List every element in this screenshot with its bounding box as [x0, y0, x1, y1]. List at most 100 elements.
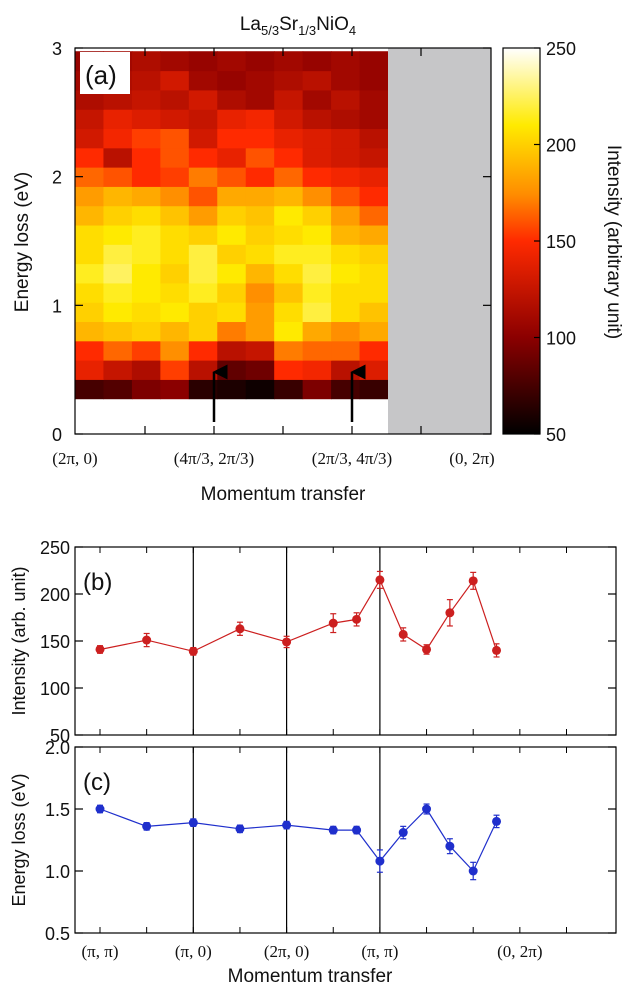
heatmap-xtick-1: (4π/3, 2π/3): [174, 449, 254, 468]
heatmap-cell: [217, 224, 247, 245]
heatmap-cell: [302, 205, 332, 226]
heatmap-cell: [274, 205, 304, 226]
heatmap-cell: [274, 244, 304, 265]
no-data-region: [388, 48, 491, 434]
data-point: [468, 576, 478, 586]
heatmap-cell: [188, 205, 218, 226]
heatmap-cell: [75, 360, 105, 380]
heatmap-cell: [131, 282, 161, 303]
heatmap-cell: [245, 360, 275, 380]
colorbar-tick-label: 150: [546, 232, 576, 252]
heatmap-cell: [103, 89, 133, 110]
heatmap-cell: [103, 360, 133, 380]
data-point: [282, 637, 292, 647]
heatmap-cell: [160, 70, 190, 91]
panel-a-label-box: [80, 52, 130, 94]
heatmap-cell: [217, 128, 247, 149]
xtick-label: (2π, 0): [264, 942, 309, 961]
heatmap-cell: [302, 89, 332, 110]
heatmap-cell: [245, 51, 275, 72]
heatmap-cell: [103, 224, 133, 245]
heatmap-cell: [331, 167, 361, 187]
heatmap-cell: [359, 51, 389, 72]
heatmap-cell: [217, 167, 247, 187]
data-point: [492, 816, 502, 826]
heatmap-cell: [274, 263, 304, 284]
heatmap-cell: [160, 205, 190, 226]
data-point: [422, 804, 432, 814]
ytick-label: 2.0: [45, 738, 70, 758]
heatmap-cell: [302, 147, 332, 168]
heatmap-cell: [160, 186, 190, 207]
heatmap-cell: [131, 167, 161, 187]
data-point: [398, 828, 408, 838]
heatmap-cell: [274, 186, 304, 207]
panel-b-ylabel: Intensity (arb. unit): [9, 566, 29, 715]
heatmap-axes: 0 1 2 3: [52, 39, 491, 445]
heatmap-cell: [302, 379, 332, 400]
heatmap-cell: [331, 109, 361, 130]
heatmap-cell: [245, 282, 275, 303]
series-line: [99, 578, 498, 652]
heatmap-cell: [188, 51, 218, 72]
heatmap-cell: [217, 205, 247, 226]
heatmap-cell: [245, 205, 275, 226]
heatmap-cell: [188, 89, 218, 110]
ytick-label: 0.5: [45, 924, 70, 944]
heatmap-cell: [245, 321, 275, 342]
heatmap-cell: [302, 186, 332, 207]
panel-b-axes: 50 100 150 200 250: [40, 538, 616, 746]
heatmap-xtick-2: (2π/3, 4π/3): [312, 449, 392, 468]
heatmap-cell: [188, 340, 218, 361]
heatmap-cell: [131, 340, 161, 361]
heatmap-ytick-label: 2: [52, 168, 62, 188]
heatmap-cell: [131, 70, 161, 91]
ytick-label: 1.0: [45, 862, 70, 882]
heatmap-cell: [302, 282, 332, 303]
heatmap-cell: [131, 147, 161, 168]
heatmap-cell: [103, 147, 133, 168]
heatmap-cell: [131, 109, 161, 130]
heatmap-cell: [359, 321, 389, 342]
heatmap-cell: [131, 51, 161, 72]
panel-b-series: [95, 570, 502, 658]
heatmap-cell: [331, 302, 361, 323]
heatmap-cell: [217, 147, 247, 168]
heatmap-cell: [75, 186, 105, 207]
heatmap-cell: [160, 302, 190, 323]
heatmap-xtick-0: (2π, 0): [52, 449, 97, 468]
colorbar-tick-label: 100: [546, 329, 576, 349]
heatmap-cell: [302, 302, 332, 323]
series-line: [99, 808, 498, 873]
heatmap-cell: [302, 224, 332, 245]
heatmap-cell: [331, 282, 361, 303]
data-point: [398, 629, 408, 639]
heatmap-cell: [274, 360, 304, 380]
heatmap-cell: [331, 89, 361, 110]
data-point: [422, 644, 432, 654]
heatmap-cell: [217, 70, 247, 91]
data-point: [95, 644, 105, 654]
heatmap-cell: [359, 186, 389, 207]
heatmap-cell: [75, 109, 105, 130]
colorbar-tick-label: 250: [546, 39, 576, 59]
heatmap-cell: [359, 340, 389, 361]
heatmap-cell: [245, 70, 275, 91]
heatmap-cell: [359, 70, 389, 91]
heatmap-cell: [188, 379, 218, 400]
heatmap-ytick-label: 0: [52, 425, 62, 445]
heatmap-cell: [160, 379, 190, 400]
heatmap-cell: [131, 186, 161, 207]
heatmap-cell: [274, 147, 304, 168]
heatmap-ytick-label: 1: [52, 296, 62, 316]
data-point: [328, 825, 338, 835]
heatmap-cell: [359, 167, 389, 187]
heatmap-cell: [75, 224, 105, 245]
heatmap-cell: [217, 282, 247, 303]
heatmap-cell: [75, 167, 105, 187]
heatmap-cell: [302, 321, 332, 342]
panel-c-series: [95, 803, 502, 881]
heatmap-cell: [302, 167, 332, 187]
heatmap-cell: [188, 224, 218, 245]
heatmap-cell: [188, 128, 218, 149]
